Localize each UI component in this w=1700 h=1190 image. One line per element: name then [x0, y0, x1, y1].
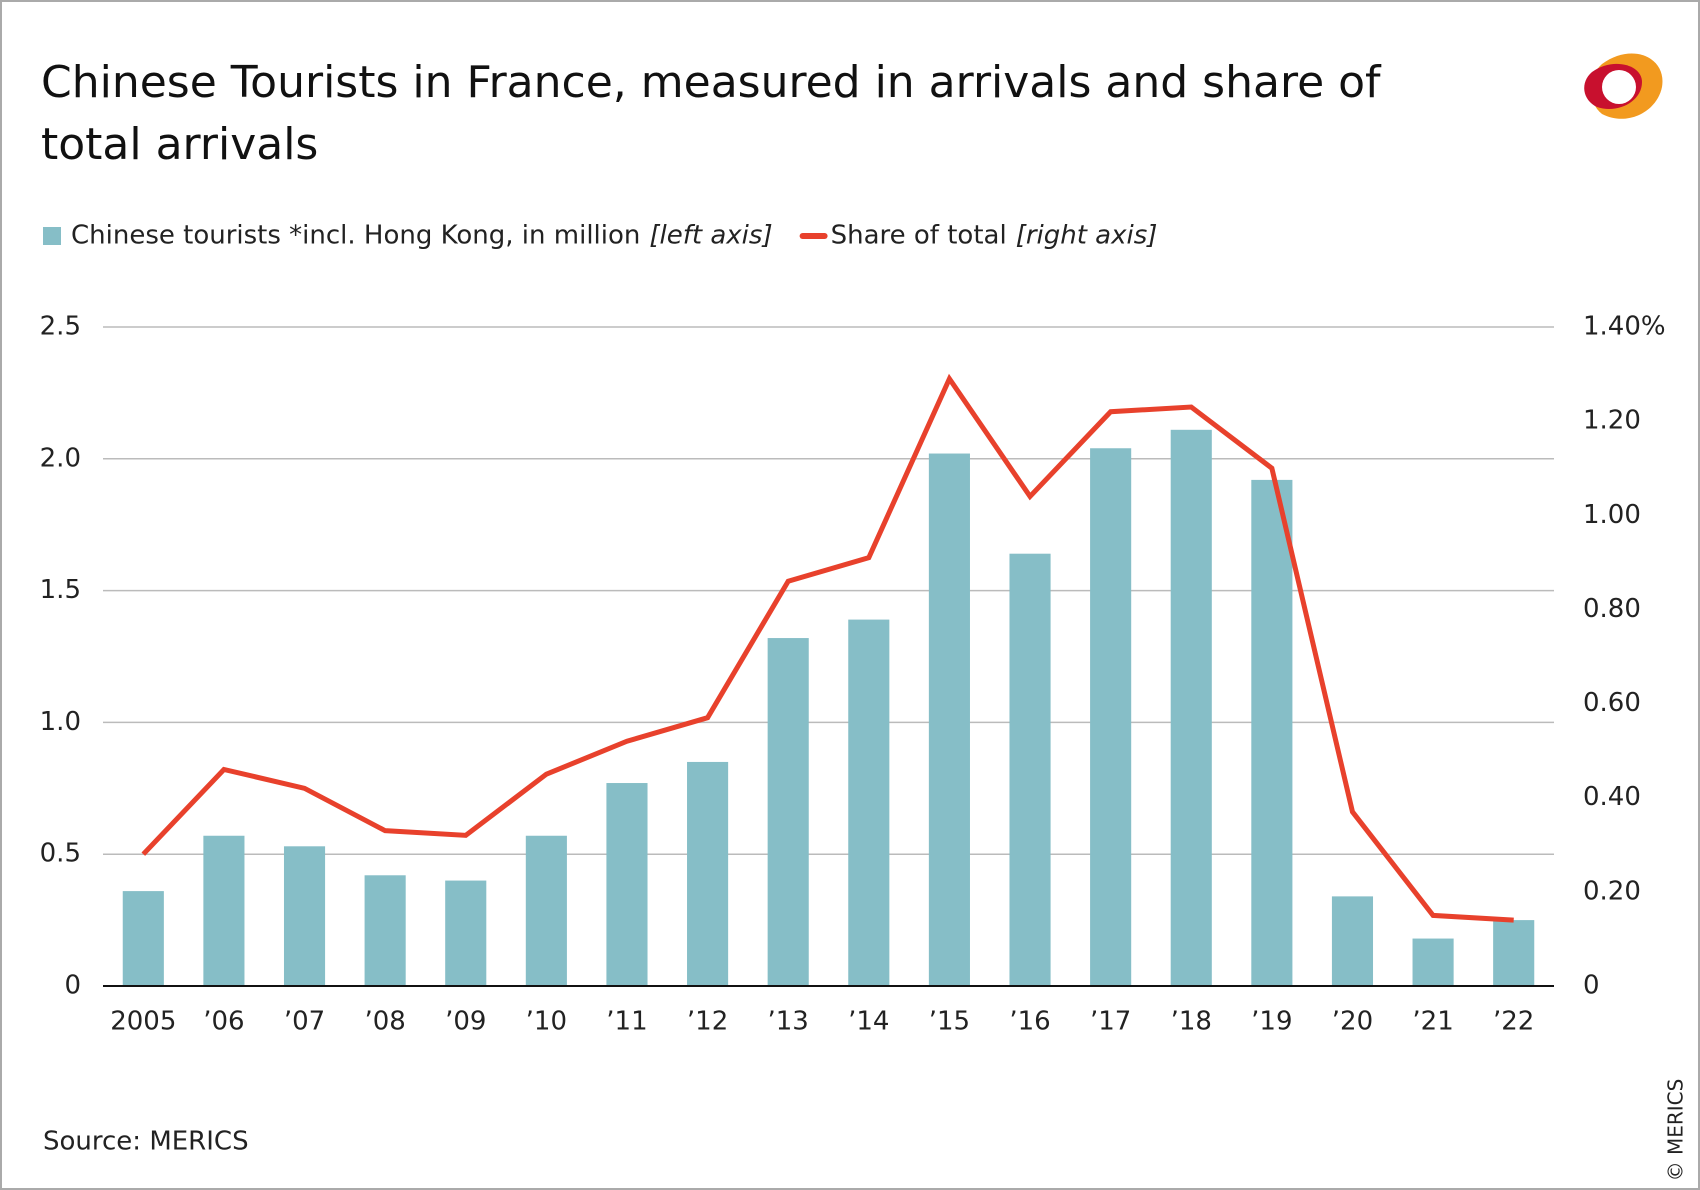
- x-tick-label: ’06: [203, 1007, 244, 1037]
- legend-item: Share of total [right axis]: [799, 221, 1158, 251]
- x-tick-label: 2005: [110, 1007, 176, 1037]
- y2-tick-label: 1.40%: [1583, 312, 1666, 342]
- y2-tick-label: 0: [1583, 971, 1600, 1001]
- bar: [848, 619, 890, 986]
- bar: [928, 453, 970, 986]
- y-tick-label: 2.0: [40, 443, 81, 473]
- bar: [1009, 553, 1051, 986]
- chart-title: Chinese Tourists in France, measured in …: [41, 57, 1381, 170]
- x-tick-label: ’19: [1251, 1007, 1292, 1037]
- y2-tick-label: 0.80: [1583, 594, 1641, 624]
- bar: [687, 761, 729, 986]
- x-tick-label: ’15: [929, 1007, 970, 1037]
- x-tick-label: ’10: [526, 1007, 567, 1037]
- logo: [1584, 53, 1663, 119]
- x-tick-label: ’13: [768, 1007, 809, 1037]
- bar: [364, 875, 406, 986]
- legend-label: Chinese tourists *incl. Hong Kong, in mi…: [71, 221, 640, 251]
- x-tick-label: ’09: [445, 1007, 486, 1037]
- y-tick-label: 0: [64, 971, 81, 1001]
- bar: [1412, 938, 1454, 986]
- x-tick-label: ’16: [1009, 1007, 1050, 1037]
- y-tick-label: 1.0: [40, 707, 81, 737]
- bar: [283, 846, 326, 986]
- y2-tick-label: 0.60: [1583, 688, 1641, 718]
- x-tick-label: ’12: [687, 1007, 728, 1037]
- copyright: © MERICS: [1664, 1079, 1688, 1182]
- bar: [1170, 429, 1212, 987]
- x-tick-label: ’17: [1090, 1007, 1131, 1037]
- legend-item: Chinese tourists *incl. Hong Kong, in mi…: [43, 221, 773, 251]
- legend-swatch: [43, 227, 61, 245]
- bar: [1331, 896, 1374, 986]
- bar: [203, 835, 245, 986]
- x-tick-label: ’20: [1332, 1007, 1373, 1037]
- bar: [1090, 448, 1132, 987]
- bar: [1493, 920, 1535, 986]
- bar: [606, 783, 648, 986]
- legend-label: Share of total: [831, 221, 1007, 251]
- x-tick-label: ’18: [1171, 1007, 1212, 1037]
- bar: [1251, 479, 1293, 986]
- x-tick-label: ’14: [848, 1007, 889, 1037]
- bar: [445, 880, 487, 986]
- x-tick-label: ’11: [606, 1007, 647, 1037]
- line: [141, 373, 1514, 923]
- x-tick-label: ’07: [284, 1007, 325, 1037]
- x-tick-label: ’22: [1493, 1007, 1534, 1037]
- bar: [525, 835, 567, 986]
- y-tick-label: 2.5: [40, 312, 81, 342]
- legend-note: [right axis]: [1016, 221, 1158, 251]
- y-tick-label: 0.5: [40, 839, 81, 869]
- x-tick-label: ’21: [1412, 1007, 1453, 1037]
- bar: [122, 891, 164, 986]
- x-tick-label: ’08: [364, 1007, 405, 1037]
- y2-tick-label: 0.20: [1583, 876, 1641, 906]
- y-tick-label: 1.5: [40, 575, 81, 605]
- bar: [767, 638, 809, 986]
- source: Source: MERICS: [43, 1127, 249, 1157]
- y2-tick-label: 1.00: [1583, 500, 1641, 530]
- legend-note: [left axis]: [649, 221, 772, 251]
- y2-tick-label: 1.20: [1583, 406, 1641, 436]
- y2-tick-label: 0.40: [1583, 782, 1641, 812]
